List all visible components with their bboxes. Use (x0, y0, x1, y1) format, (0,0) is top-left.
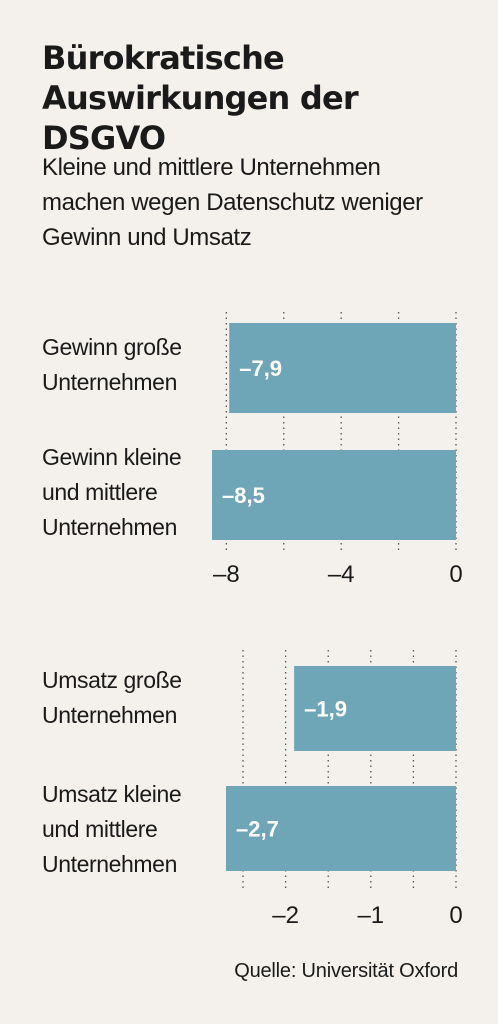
bar (229, 323, 456, 413)
chart-subtitle: Kleine und mittlere Unternehmen machen w… (42, 150, 482, 255)
subtitle-line-1: Kleine und mittlere Unternehmen (42, 154, 381, 181)
x-tick-label: 0 (449, 561, 462, 588)
category-label-gewinn-kleine: Gewinn kleine und mittlere Unternehmen (42, 444, 182, 540)
title-line-1: Bürokratische (42, 39, 285, 77)
bar-value-label: –8,5 (222, 483, 265, 508)
umsatz-chart: Umsatz große Unternehmen Umsatz kleine u… (0, 640, 498, 940)
umsatz-chart-svg: –2 –1 0 –1,9 –2,7 (226, 650, 463, 929)
subtitle-line-2: machen wegen Datenschutz weniger (42, 189, 423, 216)
chart-title: Bürokratische Auswirkungen der DSGVO (42, 38, 482, 158)
bar (294, 666, 456, 751)
category-label-umsatz-kleine: Umsatz kleine und mittlere Unternehmen (42, 781, 182, 877)
source-note: Quelle: Universität Oxford (234, 960, 458, 982)
bar (212, 450, 456, 540)
gewinn-chart: Gewinn große Unternehmen Gewinn kleine u… (0, 300, 498, 590)
x-tick-label: –8 (213, 561, 240, 588)
x-tick-label: 0 (449, 902, 462, 929)
title-line-2: Auswirkungen der DSGVO (42, 79, 359, 157)
bar-value-label: –1,9 (304, 697, 347, 722)
bar-value-label: –7,9 (239, 356, 282, 381)
gewinn-chart-svg: –8 –4 0 –7,9 –8,5 (212, 312, 463, 588)
bar-value-label: –2,7 (236, 817, 279, 842)
bar (226, 786, 456, 871)
subtitle-line-3: Gewinn und Umsatz (42, 224, 252, 251)
x-tick-label: –1 (357, 902, 384, 929)
category-label-gewinn-grosse: Gewinn große Unternehmen (42, 334, 182, 395)
x-tick-label: –4 (328, 561, 355, 588)
category-label-umsatz-grosse: Umsatz große Unternehmen (42, 667, 182, 728)
x-tick-label: –2 (272, 902, 299, 929)
